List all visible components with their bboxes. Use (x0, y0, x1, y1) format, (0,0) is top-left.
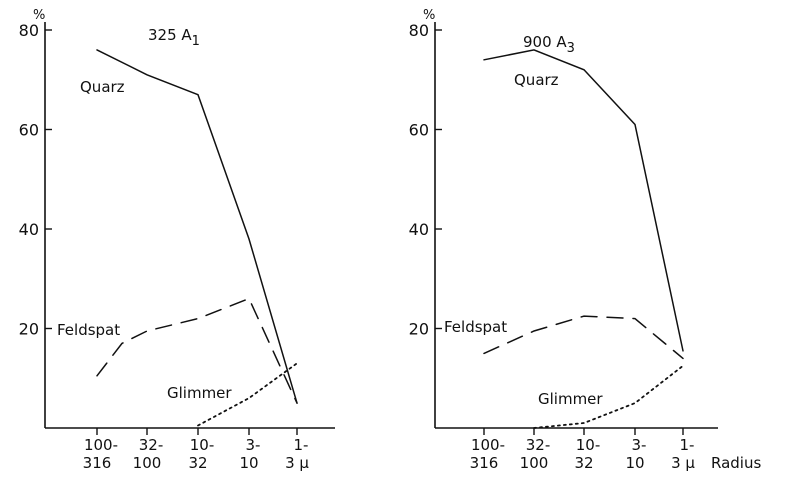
x-tick-label: 316 (470, 454, 499, 472)
series-label-feldspat: Feldspat (57, 321, 120, 339)
series-line-feldspat (96, 297, 298, 404)
x-tick-label: 32 (574, 454, 593, 472)
panel-2: 20 40 60 80% 100-316 32-100 10-32 3-10 1-3 µ Radi… (409, 8, 762, 472)
series-line-quarz (96, 49, 298, 404)
x-tick-label: 32 (188, 454, 207, 472)
x-tick-label: 100- (471, 436, 505, 454)
x-tick-label: 100 (520, 454, 549, 472)
y-tick-label: 80 (19, 21, 39, 40)
series-line-feldspat (483, 315, 684, 360)
y-tick-label: 80 (409, 21, 429, 40)
panel-1: 20 40 60 80% 100-316 32-100 10-32 3-10 1-3 µ 325 … (19, 8, 335, 472)
series-label-quarz: Quarz (514, 71, 559, 89)
x-tick-label: 3 µ (285, 454, 309, 472)
y-tick-label: 20 (409, 320, 429, 339)
y-tick-label: 60 (19, 121, 39, 140)
y-unit-label: % (33, 8, 45, 23)
x-tick-label: 316 (83, 454, 112, 472)
x-tick-label: 3- (632, 436, 647, 454)
series-line-glimmer (533, 364, 684, 429)
x-tick-label: 100- (84, 436, 118, 454)
series-label-feldspat: Feldspat (444, 318, 507, 336)
x-tick-label: 10- (576, 436, 601, 454)
chart-title-main: 325 A (148, 26, 192, 44)
chart-title: 325 A1 (148, 26, 200, 49)
chart-title-subscript: 1 (192, 34, 200, 49)
x-tick-label: 3- (246, 436, 261, 454)
chart-title: 900 A3 (523, 33, 575, 56)
chart-title-subscript: 3 (567, 41, 575, 56)
x-tick-label: 1- (680, 436, 695, 454)
series-line-quarz (483, 49, 684, 352)
y-tick-label: 20 (19, 320, 39, 339)
x-tick-label: 3 µ (671, 454, 695, 472)
x-tick-label: 10- (190, 436, 215, 454)
series-label-glimmer: Glimmer (167, 384, 232, 402)
x-tick-label: 10 (625, 454, 644, 472)
chart-title-main: 900 A (523, 33, 567, 51)
y-unit-label: % (423, 8, 435, 23)
x-tick-label: 32- (139, 436, 164, 454)
y-tick-label: 60 (409, 121, 429, 140)
series-line-glimmer (197, 362, 298, 427)
series-label-quarz: Quarz (80, 78, 125, 96)
x-tick-label: 1- (294, 436, 309, 454)
x-tick-label: 32- (526, 436, 551, 454)
y-tick-label: 40 (19, 220, 39, 239)
series-label-glimmer: Glimmer (538, 390, 603, 408)
x-tick-label: 100 (133, 454, 162, 472)
y-tick-label: 40 (409, 220, 429, 239)
x-tick-label: 10 (239, 454, 258, 472)
x-axis-label: Radius (711, 454, 761, 472)
